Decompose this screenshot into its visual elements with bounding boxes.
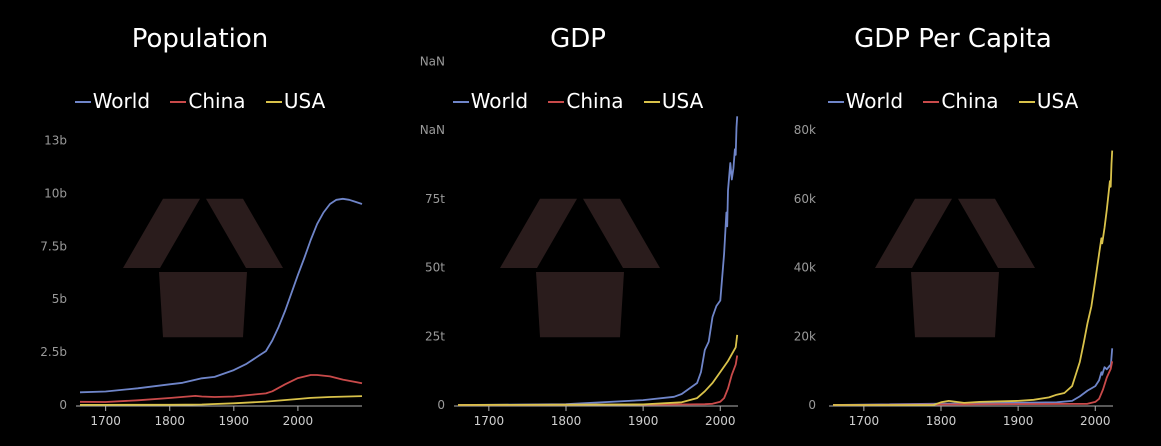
logo-segment [206,198,283,268]
x-tick-label: 1900 [219,414,250,428]
x-tick-label: 1800 [926,414,957,428]
legend: World China USA [753,89,1153,113]
legend-swatch-world [827,100,844,103]
legend: World China USA [0,89,400,113]
legend-item-usa[interactable]: USA [265,89,326,113]
legend-item-china[interactable]: China [548,89,624,113]
logo-segment [500,198,577,268]
logo-segment [583,198,660,268]
y-tick-label: 75t [425,192,445,206]
legend-swatch-usa [265,100,282,103]
series-line-usa [833,150,1114,406]
legend-item-world[interactable]: World [74,89,151,113]
x-tick-label: 1700 [474,414,505,428]
logo-segment [536,272,624,338]
gdp-plot: 0 25t 50t 75t NaN NaN 1700 1800 1900 2000 [420,54,739,428]
gdp-per-capita-panel: GDP Per Capita World China USA 0 20k 40k 60… [753,0,1153,446]
legend: World China USA [378,89,778,113]
population-panel: Population World China USA 0 2.5b 5b 7.5b 10… [0,0,400,446]
y-tick-label: 7.5b [40,239,67,253]
series-line-china [832,361,1114,406]
x-tick-label: 1700 [849,414,880,428]
logo-segment [911,272,999,338]
legend-item-china[interactable]: China [923,89,999,113]
legend-swatch-world [452,100,469,103]
y-tick-label: NaN [420,54,445,68]
chart-title: Population [131,24,269,54]
y-tick-label: 2.5b [40,345,67,359]
legend-label-china: China [188,89,246,113]
x-tick-label: 2000 [283,414,314,428]
y-tick-label: 80k [794,123,816,137]
y-tick-label: 0 [437,398,445,412]
legend-swatch-china [923,100,940,103]
series-line-world [79,197,363,394]
y-tick-label: 0 [59,398,67,412]
logo-segment [875,198,952,268]
legend-label-usa: USA [661,89,704,113]
legend-swatch-world [74,100,91,103]
series-line-china [457,355,739,406]
legend-label-world: World [470,89,529,113]
x-tick-label: 1800 [154,414,185,428]
y-tick-label: 25t [425,329,445,343]
chart-title: GDP Per Capita [854,24,1052,54]
legend-item-usa[interactable]: USA [643,89,704,113]
watermark-logo [123,198,283,338]
y-tick-label: 13b [44,134,67,148]
y-tick-label: 50t [425,261,445,275]
x-tick-label: 2000 [1080,414,1111,428]
series-line-world [457,116,739,406]
series-line-china [79,374,363,403]
population-plot: 0 2.5b 5b 7.5b 10b 13b 1700 1800 1900 2000 [40,134,363,428]
y-tick-label: NaN [420,123,445,137]
series-line-usa [457,334,739,406]
legend-label-world: World [845,89,904,113]
x-tick-label: 2000 [705,414,736,428]
watermark-logo [500,198,660,338]
x-tick-label: 1900 [1003,414,1034,428]
series-line-world [832,348,1114,406]
y-tick-label: 60k [794,192,816,206]
legend-swatch-usa [1018,100,1035,103]
legend-item-china[interactable]: China [170,89,246,113]
legend-label-usa: USA [283,89,326,113]
legend-label-china: China [941,89,999,113]
y-tick-label: 5b [52,292,67,306]
x-tick-label: 1700 [90,414,121,428]
logo-segment [958,198,1035,268]
legend-swatch-usa [643,100,660,103]
legend-label-china: China [566,89,624,113]
legend-swatch-china [548,100,565,103]
gdp-panel: GDP World China USA 0 25t 50t 75t NaN NaN 1700… [378,0,778,446]
y-tick-label: 10b [44,186,67,200]
y-tick-label: 20k [794,329,816,343]
chart-title: GDP [550,24,606,54]
series-line-usa [80,395,363,406]
x-tick-label: 1800 [551,414,582,428]
y-tick-label: 0 [808,398,816,412]
legend-item-world[interactable]: World [827,89,904,113]
legend-label-world: World [92,89,151,113]
y-tick-label: 40k [794,261,816,275]
watermark-logo [875,198,1035,338]
legend-label-usa: USA [1036,89,1079,113]
legend-item-world[interactable]: World [452,89,529,113]
gdp-per-capita-plot: 0 20k 40k 60k 80k 1700 1800 1900 2000 [794,123,1114,428]
legend-swatch-china [170,100,187,103]
logo-segment [159,272,247,338]
x-tick-label: 1900 [628,414,659,428]
logo-segment [123,198,200,268]
legend-item-usa[interactable]: USA [1018,89,1079,113]
